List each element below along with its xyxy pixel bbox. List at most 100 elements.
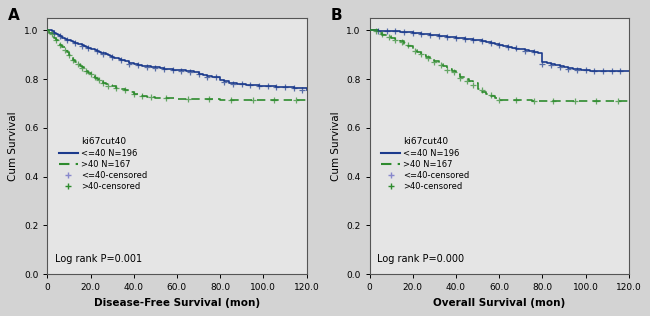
Point	[537, 61, 547, 66]
Point	[98, 51, 109, 56]
Point	[46, 31, 57, 36]
Point	[476, 39, 487, 44]
Point	[204, 97, 214, 102]
X-axis label: Overall Survival (mon): Overall Survival (mon)	[433, 298, 566, 308]
Legend: <=40 N=196, >40 N=167, <=40-censored, >40-censored: <=40 N=196, >40 N=167, <=40-censored, >4…	[59, 137, 147, 191]
Text: Log rank P=0.001: Log rank P=0.001	[55, 254, 142, 264]
Point	[271, 84, 281, 89]
Point	[107, 54, 117, 59]
Point	[168, 67, 178, 72]
Point	[85, 72, 96, 77]
Point	[416, 51, 426, 56]
Point	[442, 67, 452, 72]
Point	[228, 81, 239, 86]
Point	[425, 32, 436, 37]
Point	[77, 43, 87, 48]
Point	[98, 81, 109, 86]
Y-axis label: Cum Survival: Cum Survival	[331, 111, 341, 181]
Point	[494, 43, 504, 48]
Point	[442, 34, 452, 39]
Point	[289, 85, 299, 90]
Legend: <=40 N=196, >40 N=167, <=40-censored, >40-censored: <=40 N=196, >40 N=167, <=40-censored, >4…	[382, 137, 469, 191]
Point	[502, 45, 513, 50]
Point	[592, 98, 602, 103]
Point	[494, 97, 504, 102]
Point	[546, 62, 556, 67]
Point	[161, 96, 172, 101]
Point	[103, 83, 113, 88]
Point	[580, 68, 591, 73]
Point	[68, 57, 79, 62]
Point	[548, 98, 558, 103]
Point	[159, 66, 169, 71]
Text: Log rank P=0.000: Log rank P=0.000	[377, 254, 464, 264]
Point	[185, 69, 195, 74]
Point	[569, 98, 580, 103]
Point	[408, 30, 418, 35]
Point	[377, 31, 387, 36]
Point	[382, 28, 392, 33]
Point	[94, 77, 105, 82]
Point	[254, 83, 265, 88]
Point	[390, 29, 400, 34]
Point	[410, 48, 420, 53]
Point	[384, 34, 394, 40]
Point	[403, 42, 413, 47]
Point	[55, 42, 66, 47]
Point	[150, 65, 161, 70]
Point	[597, 69, 608, 74]
Point	[137, 93, 148, 98]
Point	[390, 37, 400, 42]
Point	[613, 98, 623, 103]
Point	[572, 67, 582, 72]
Point	[116, 57, 126, 62]
Point	[455, 76, 465, 81]
Point	[476, 88, 487, 93]
Point	[120, 88, 130, 93]
Point	[226, 97, 236, 102]
Point	[373, 28, 384, 33]
Point	[448, 70, 459, 75]
Point	[70, 41, 81, 46]
Point	[59, 47, 70, 52]
Point	[90, 75, 100, 80]
Y-axis label: Cum Survival: Cum Survival	[8, 111, 18, 181]
Point	[460, 36, 470, 41]
Point	[486, 41, 496, 46]
Point	[429, 60, 439, 65]
Point	[416, 31, 426, 36]
Point	[72, 62, 83, 67]
Point	[248, 98, 258, 103]
Point	[111, 86, 122, 91]
Point	[512, 98, 522, 103]
Point	[269, 98, 280, 103]
Point	[528, 50, 539, 55]
Point	[528, 98, 539, 103]
Point	[450, 35, 461, 40]
Point	[193, 72, 203, 77]
Point	[245, 83, 255, 88]
Point	[396, 40, 407, 45]
Point	[55, 34, 66, 39]
Point	[280, 85, 290, 90]
Text: B: B	[331, 8, 343, 23]
Point	[237, 82, 247, 87]
Point	[83, 46, 94, 51]
Point	[62, 37, 72, 42]
Point	[486, 92, 496, 97]
Point	[146, 95, 156, 100]
Point	[468, 37, 478, 42]
Point	[124, 61, 135, 66]
Point	[142, 64, 152, 69]
Point	[615, 69, 625, 74]
Point	[520, 48, 530, 53]
Point	[219, 79, 229, 84]
Point	[399, 29, 410, 34]
X-axis label: Disease-Free Survival (mon): Disease-Free Survival (mon)	[94, 298, 260, 308]
Point	[176, 68, 187, 73]
Point	[81, 69, 92, 74]
Point	[512, 46, 522, 51]
Point	[434, 33, 444, 38]
Text: A: A	[8, 8, 20, 23]
Point	[563, 66, 573, 71]
